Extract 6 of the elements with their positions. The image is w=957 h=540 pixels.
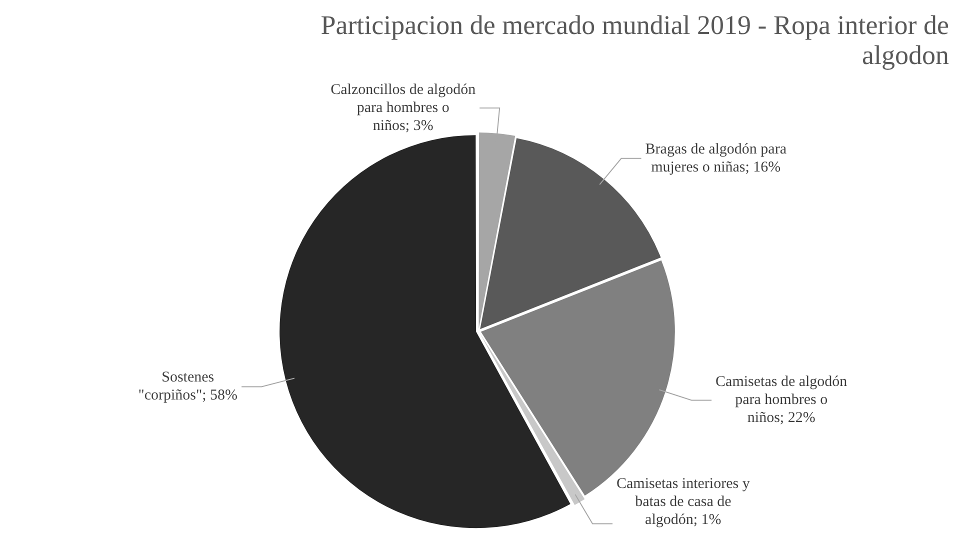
slice-label: Calzoncillos de algodón para hombres o niños; 3% [330,82,476,134]
chart-title: Participacion de mercado mundial 2019 - Ropa interior de algodon [320,9,949,70]
slice-label: Camisetas de algodón para hombres o niños; 22% [716,374,848,426]
slice-label: Bragas de algodón para mujeres o niñas; 16% [645,141,787,176]
slice-label: Sostenes "corpiños"; 58% [138,370,238,404]
slice-label: Camisetas interiores y batas de casa de algodón; 1% [616,476,750,528]
